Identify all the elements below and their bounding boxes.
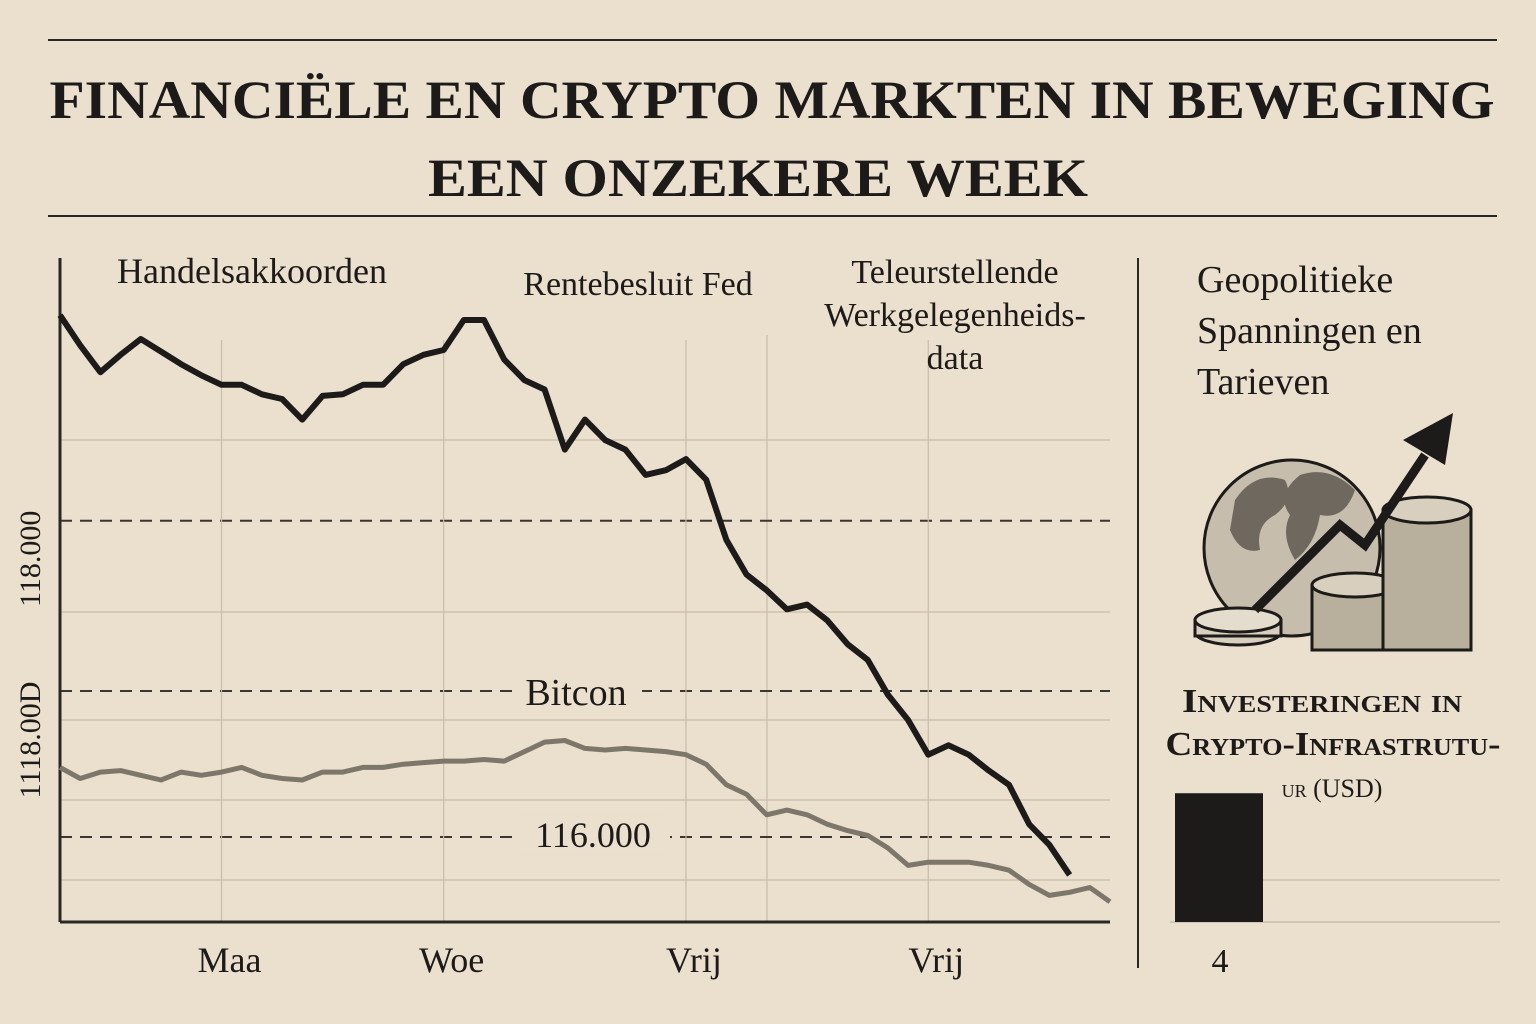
background-grid (60, 335, 1500, 922)
label-bg (520, 814, 670, 855)
sidebar-heading: Tarieven (1197, 361, 1329, 403)
arrow (1251, 452, 1429, 614)
bar-title: Investeringen in (1182, 683, 1463, 720)
x-tick-label: 4 (1212, 943, 1229, 980)
chart-subtitle: EEN ONZEKERE WEEK (428, 148, 1088, 208)
annotation: data (927, 340, 984, 377)
bar-title: Crypto-Infrastrutu- (1166, 726, 1501, 763)
chart-title: FINANCIËLE EN CRYPTO MARKTEN IN BEWEGING (50, 70, 1495, 130)
label-bg (512, 670, 642, 712)
annotation: Teleurstellende (851, 254, 1058, 291)
coin-stack (1381, 508, 1473, 652)
continents (1230, 472, 1355, 560)
y-tick-label: 118.000 (14, 511, 47, 607)
annotation: Handelsakkoorden (117, 251, 387, 291)
x-tick-label: Vrij (666, 940, 722, 980)
x-tick-label: Vrij (908, 940, 964, 980)
x-tick-label: Woe (419, 940, 484, 980)
sidebar-heading: Spanningen en (1197, 310, 1422, 352)
bar-title: ur (USD) (1282, 774, 1383, 803)
sidebar-heading: Geopolitieke (1197, 259, 1393, 301)
coin (1193, 606, 1283, 634)
x-tick-label: Maa (198, 940, 262, 980)
y-tick-label: 116.000 (535, 815, 651, 855)
illustration (1193, 413, 1473, 652)
bar (1175, 793, 1263, 922)
arrow-head (1403, 413, 1453, 465)
annotation: Werkgelegenheids- (824, 297, 1086, 334)
line-series (58, 738, 1112, 904)
annotation: Rentebesluit Fed (523, 266, 752, 303)
annotation: 1118.00D (14, 682, 47, 799)
series-label: Bitcon (525, 672, 626, 714)
line-series (57, 313, 1073, 877)
